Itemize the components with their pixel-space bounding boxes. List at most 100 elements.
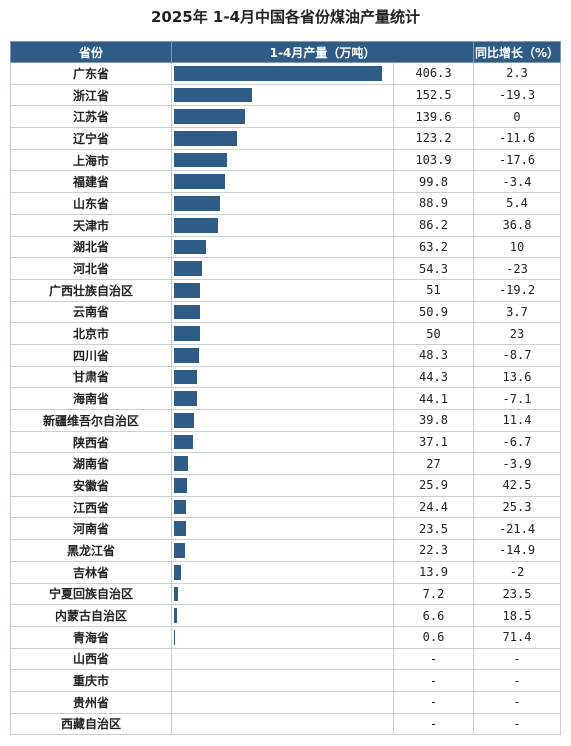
output-bar	[174, 326, 200, 341]
table-row: 宁夏回族自治区 7.2 23.5	[10, 582, 561, 606]
output-bar	[174, 217, 219, 233]
table-row: 浙江省 152.5 -19.3	[10, 83, 561, 107]
growth-value: -14.9	[473, 539, 561, 562]
province-cell: 江苏省	[10, 105, 172, 129]
bar-cell	[171, 712, 394, 736]
table-row: 江苏省 139.6 0	[10, 105, 561, 129]
growth-value: -19.3	[473, 83, 561, 107]
output-value: 406.3	[393, 62, 474, 85]
growth-value: -	[473, 690, 561, 714]
bar-cell	[171, 300, 394, 324]
bar-cell	[171, 625, 394, 649]
province-cell: 吉林省	[10, 560, 172, 584]
province-cell: 江西省	[10, 495, 172, 519]
bar-cell	[171, 539, 394, 562]
output-value: 13.9	[393, 560, 474, 584]
growth-value: -6.7	[473, 430, 561, 454]
output-bar	[174, 629, 175, 645]
output-value: 23.5	[393, 517, 474, 541]
bar-cell	[171, 409, 394, 432]
growth-value: 2.3	[473, 62, 561, 85]
output-value: 25.9	[393, 474, 474, 497]
bar-cell	[171, 669, 394, 692]
table-row: 辽宁省 123.2 -11.6	[10, 127, 561, 150]
bar-cell	[171, 257, 394, 280]
province-cell: 山西省	[10, 647, 172, 671]
output-value: 88.9	[393, 192, 474, 215]
output-value: 6.6	[393, 604, 474, 627]
table-row: 云南省 50.9 3.7	[10, 300, 561, 324]
output-bar	[174, 282, 201, 298]
growth-value: 10	[473, 235, 561, 259]
bar-cell	[171, 170, 394, 194]
bar-cell	[171, 213, 394, 237]
output-value: 44.1	[393, 387, 474, 410]
growth-value: -3.9	[473, 452, 561, 476]
province-cell: 重庆市	[10, 669, 172, 692]
growth-value: -8.7	[473, 343, 561, 367]
province-cell: 宁夏回族自治区	[10, 582, 172, 606]
output-bar	[174, 304, 201, 320]
province-cell: 福建省	[10, 170, 172, 194]
table-row: 河南省 23.5 -21.4	[10, 517, 561, 541]
province-cell: 广东省	[10, 62, 172, 85]
growth-value: -21.4	[473, 517, 561, 541]
province-cell: 青海省	[10, 625, 172, 649]
output-value: 44.3	[393, 365, 474, 389]
bar-cell	[171, 235, 394, 259]
table-row: 天津市 86.2 36.8	[10, 213, 561, 237]
output-bar	[174, 87, 253, 103]
table-row: 重庆市 - -	[10, 669, 561, 692]
table-row: 北京市 50 23	[10, 322, 561, 345]
output-value: 22.3	[393, 539, 474, 562]
growth-value: 42.5	[473, 474, 561, 497]
table-row: 新疆维吾尔自治区 39.8 11.4	[10, 409, 561, 432]
table-row: 上海市 103.9 -17.6	[10, 148, 561, 172]
province-cell: 内蒙古自治区	[10, 604, 172, 627]
province-cell: 辽宁省	[10, 127, 172, 150]
output-value: -	[393, 690, 474, 714]
bar-cell	[171, 690, 394, 714]
province-cell: 山东省	[10, 192, 172, 215]
bar-cell	[171, 517, 394, 541]
table-row: 四川省 48.3 -8.7	[10, 343, 561, 367]
output-bar	[174, 347, 199, 363]
header-output: 1-4月产量（万吨）	[171, 41, 474, 63]
table-row: 青海省 0.6 71.4	[10, 625, 561, 649]
table-row: 海南省 44.1 -7.1	[10, 387, 561, 410]
province-cell: 天津市	[10, 213, 172, 237]
province-cell: 贵州省	[10, 690, 172, 714]
output-bar	[174, 391, 197, 406]
output-value: 27	[393, 452, 474, 476]
growth-value: 71.4	[473, 625, 561, 649]
growth-value: -3.4	[473, 170, 561, 194]
bar-cell	[171, 105, 394, 129]
table-row: 湖北省 63.2 10	[10, 235, 561, 259]
table-row: 黑龙江省 22.3 -14.9	[10, 539, 561, 562]
province-cell: 海南省	[10, 387, 172, 410]
header-province: 省份	[10, 41, 172, 63]
output-bar	[174, 456, 188, 472]
output-bar	[174, 608, 178, 623]
province-cell: 四川省	[10, 343, 172, 367]
province-cell: 湖南省	[10, 452, 172, 476]
province-cell: 西藏自治区	[10, 712, 172, 736]
output-bar	[174, 109, 246, 125]
output-value: 51	[393, 278, 474, 302]
production-table: 省份 1-4月产量（万吨） 同比增长（%） 广东省 406.3 2.3 浙江省 152.…	[10, 41, 561, 736]
output-value: 86.2	[393, 213, 474, 237]
growth-value: 36.8	[473, 213, 561, 237]
bar-cell	[171, 365, 394, 389]
growth-value: -17.6	[473, 148, 561, 172]
province-cell: 河北省	[10, 257, 172, 280]
growth-value: 25.3	[473, 495, 561, 519]
province-cell: 上海市	[10, 148, 172, 172]
growth-value: 0	[473, 105, 561, 129]
table-row: 陕西省 37.1 -6.7	[10, 430, 561, 454]
table-row: 广西壮族自治区 51 -19.2	[10, 278, 561, 302]
output-value: 123.2	[393, 127, 474, 150]
output-value: 48.3	[393, 343, 474, 367]
bar-cell	[171, 604, 394, 627]
bar-cell	[171, 582, 394, 606]
growth-value: -	[473, 712, 561, 736]
